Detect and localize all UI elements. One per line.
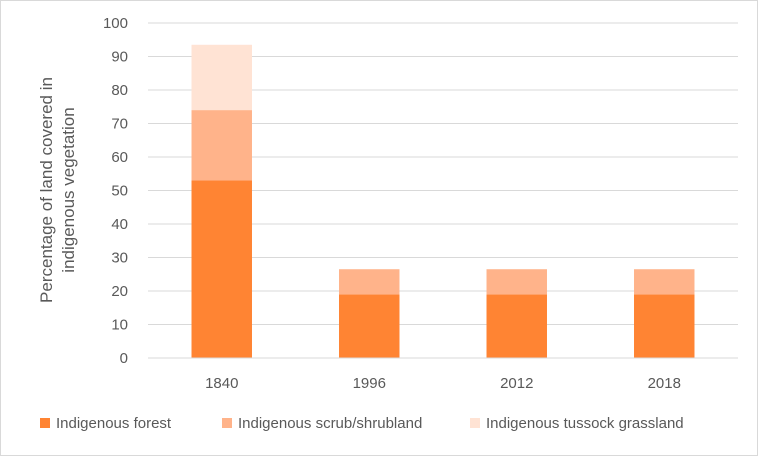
y-axis-label-line: indigenous vegetation (59, 107, 78, 272)
x-tick-label: 1996 (353, 375, 386, 392)
y-tick-label: 90 (111, 49, 128, 66)
bar-1840-series-2 (191, 44, 252, 111)
legend-label: Indigenous scrub/shrubland (238, 415, 422, 432)
x-tick-label: 2012 (500, 375, 533, 392)
legend-label: Indigenous tussock grassland (486, 415, 684, 432)
legend-swatch (222, 418, 232, 428)
bar-2018-series-1 (634, 269, 695, 295)
y-tick-label: 0 (120, 350, 128, 367)
y-tick-label: 40 (111, 216, 128, 233)
bar-2012-series-0 (486, 294, 547, 358)
x-axis-ticks: 1840 1996 2012 2018 (205, 375, 681, 392)
bar-2012-series-1 (486, 269, 547, 295)
y-tick-label: 10 (111, 317, 128, 334)
x-tick-label: 1840 (205, 375, 238, 392)
y-axis-label-line: Percentage of land covered in (37, 77, 56, 303)
legend: Indigenous forest Indigenous scrub/shrubl… (40, 415, 684, 432)
y-tick-label: 100 (103, 15, 128, 32)
x-tick-label: 2018 (648, 375, 681, 392)
bar-1840-series-0 (191, 180, 252, 358)
bar-1840-series-1 (191, 110, 252, 181)
legend-swatch (470, 418, 480, 428)
y-tick-label: 30 (111, 250, 128, 267)
legend-swatch (40, 418, 50, 428)
bar-1996-series-0 (339, 294, 400, 358)
y-axis-ticks: 0 10 20 30 40 50 60 70 80 90 100 (103, 15, 128, 367)
bars (191, 44, 695, 358)
bar-1996-series-1 (339, 269, 400, 295)
y-tick-label: 70 (111, 116, 128, 133)
legend-label: Indigenous forest (56, 415, 172, 432)
y-tick-label: 20 (111, 283, 128, 300)
y-tick-label: 50 (111, 183, 128, 200)
bar-2018-series-0 (634, 294, 695, 358)
y-axis-label: Percentage of land covered in indigenous … (37, 77, 78, 303)
y-tick-label: 60 (111, 149, 128, 166)
y-tick-label: 80 (111, 82, 128, 99)
